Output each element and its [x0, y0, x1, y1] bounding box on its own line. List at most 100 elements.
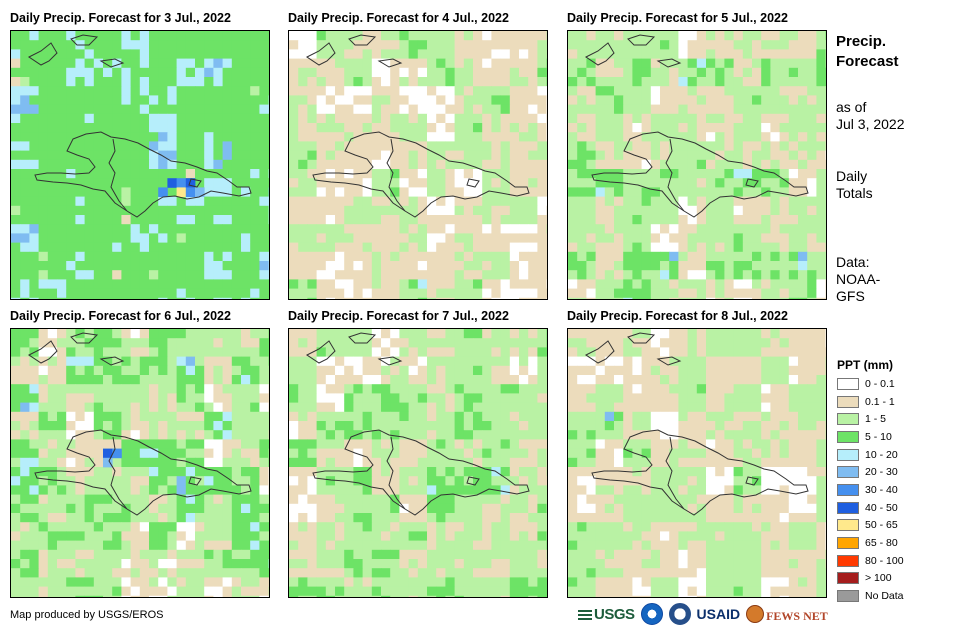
- grid-cell: [307, 595, 317, 597]
- grid-cell: [816, 279, 826, 289]
- grid-cell: [362, 169, 373, 179]
- grid-cell: [93, 347, 104, 357]
- grid-cell: [11, 393, 21, 403]
- grid-cell: [586, 86, 596, 96]
- grid-cell: [519, 233, 529, 243]
- grid-cell: [259, 439, 269, 449]
- grid-cell: [344, 187, 354, 197]
- grid-cell: [57, 270, 67, 280]
- grid-cell: [20, 421, 30, 431]
- grid-cell: [20, 187, 30, 197]
- grid-cell: [66, 577, 76, 587]
- grid-cell: [408, 297, 419, 299]
- grid-cell: [577, 457, 587, 468]
- grid-cell: [66, 297, 76, 299]
- grid-cell: [761, 31, 771, 41]
- grid-cell: [259, 356, 269, 367]
- grid-cell: [390, 384, 400, 394]
- grid-cell: [669, 141, 679, 151]
- grid-cell: [75, 430, 85, 440]
- grid-cell: [176, 288, 187, 299]
- grid-cell: [706, 457, 716, 468]
- grid-cell: [176, 513, 187, 523]
- grid-cell: [362, 242, 373, 253]
- grid-cell: [84, 393, 95, 403]
- grid-cell: [528, 356, 538, 367]
- grid-cell: [528, 522, 538, 532]
- grid-cell: [724, 338, 734, 348]
- grid-cell: [454, 338, 465, 348]
- grid-cell: [222, 297, 233, 299]
- grid-cell: [381, 31, 391, 41]
- grid-cell: [139, 338, 150, 348]
- grid-cell: [687, 95, 698, 105]
- grid-cell: [158, 297, 168, 299]
- grid-cell: [779, 279, 790, 289]
- grid-cell: [632, 365, 642, 376]
- grid-cell: [57, 329, 67, 339]
- grid-cell: [724, 329, 734, 339]
- grid-cell: [687, 402, 698, 413]
- grid-cell: [139, 485, 150, 495]
- grid-cell: [788, 67, 799, 78]
- grid-cell: [537, 531, 547, 541]
- grid-cell: [381, 439, 391, 449]
- grid-cell: [500, 393, 511, 403]
- grid-cell: [213, 224, 223, 234]
- grid-cell: [103, 384, 113, 394]
- grid-cell: [482, 402, 492, 413]
- grid-cell: [687, 356, 698, 367]
- grid-cell: [121, 365, 131, 376]
- grid-cell: [231, 159, 242, 170]
- grid-cell: [29, 141, 39, 151]
- grid-cell: [537, 187, 547, 197]
- grid-cell: [390, 365, 400, 376]
- grid-cell: [417, 411, 428, 422]
- grid-cell: [241, 58, 251, 69]
- grid-cell: [417, 494, 428, 505]
- grid-cell: [316, 104, 327, 115]
- grid-cell: [568, 485, 578, 495]
- grid-cell: [204, 141, 214, 151]
- grid-cell: [57, 595, 67, 597]
- grid-cell: [669, 494, 679, 505]
- grid-cell: [29, 297, 39, 299]
- grid-cell: [204, 393, 214, 403]
- grid-cell: [325, 577, 336, 587]
- grid-cell: [121, 476, 131, 486]
- grid-cell: [121, 58, 131, 69]
- grid-cell: [595, 187, 606, 197]
- grid-cell: [577, 347, 587, 357]
- grid-cell: [724, 141, 734, 151]
- grid-cell: [38, 86, 49, 96]
- grid-cell: [335, 251, 345, 262]
- grid-cell: [353, 77, 363, 87]
- grid-cell: [436, 549, 446, 560]
- grid-cell: [289, 31, 299, 41]
- grid-cell: [537, 384, 547, 394]
- grid-cell: [669, 338, 679, 348]
- grid-cell: [752, 384, 762, 394]
- grid-cell: [103, 196, 113, 207]
- grid-cell: [509, 430, 520, 440]
- grid-cell: [231, 393, 242, 403]
- grid-cell: [93, 141, 104, 151]
- grid-cell: [473, 549, 483, 560]
- grid-cell: [20, 251, 30, 262]
- grid-cell: [669, 476, 679, 486]
- grid-cell: [57, 439, 67, 449]
- grid-cell: [185, 476, 196, 486]
- grid-cell: [623, 150, 633, 161]
- grid-cell: [307, 457, 317, 468]
- grid-cell: [473, 251, 483, 262]
- grid-cell: [390, 242, 400, 253]
- grid-cell: [316, 568, 327, 578]
- grid-cell: [706, 448, 716, 459]
- grid-cell: [528, 503, 538, 514]
- grid-cell: [623, 104, 633, 115]
- grid-cell: [307, 356, 317, 367]
- grid-cell: [742, 393, 753, 403]
- grid-cell: [537, 338, 547, 348]
- grid-cell: [641, 384, 652, 394]
- grid-cell: [158, 205, 168, 216]
